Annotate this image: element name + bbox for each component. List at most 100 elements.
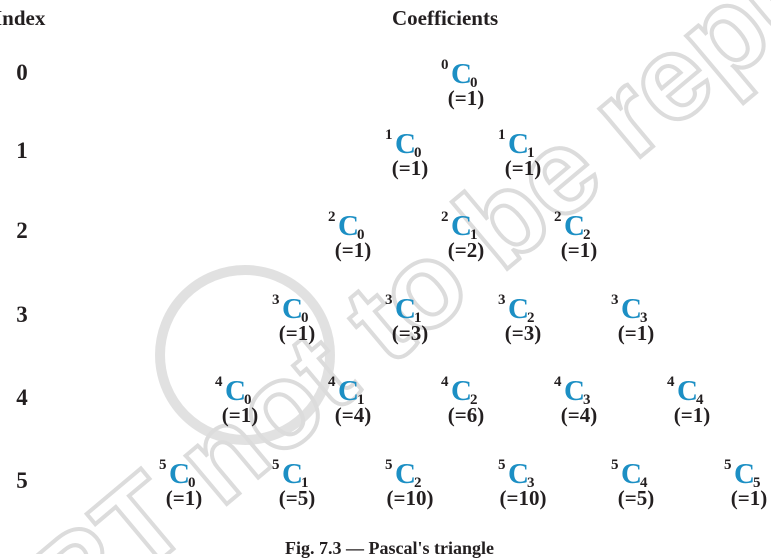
coefficient-k: 0 xyxy=(470,75,478,91)
combination-symbol: C xyxy=(564,210,585,242)
coefficient-n: 5 xyxy=(611,457,619,473)
coefficient-n: 5 xyxy=(724,457,732,473)
coefficient-n: 5 xyxy=(159,457,167,473)
figure-caption: Fig. 7.3 — Pascal's triangle xyxy=(285,538,494,558)
binomial-coefficient: 4 C 3 (=4) xyxy=(539,372,619,432)
coefficient-value: (=5) xyxy=(278,486,316,510)
coefficient-value: (=4) xyxy=(334,403,372,427)
binomial-coefficient: 5 C 4 (=5) xyxy=(596,455,676,515)
coefficient-n: 4 xyxy=(441,374,449,390)
coefficient-value: (=1) xyxy=(447,86,485,110)
combination-symbol: C xyxy=(508,128,529,160)
coefficient-value: (=1) xyxy=(673,403,711,427)
coefficient-k: 3 xyxy=(583,392,591,408)
coefficient-value: (=1) xyxy=(730,486,768,510)
combination-symbol: C xyxy=(395,293,416,325)
coefficient-value: (=1) xyxy=(334,238,372,262)
binomial-coefficient: 2 C 2 (=1) xyxy=(539,207,619,267)
coefficient-k: 3 xyxy=(527,475,535,491)
coefficient-n: 4 xyxy=(328,374,336,390)
coefficient-value: (=10) xyxy=(386,486,434,510)
coefficient-value: (=6) xyxy=(447,403,485,427)
binomial-coefficient: 5 C 0 (=1) xyxy=(144,455,224,515)
coefficient-n: 2 xyxy=(328,209,336,225)
coefficient-n: 1 xyxy=(385,127,393,143)
combination-symbol: C xyxy=(451,375,472,407)
binomial-coefficient: 4 C 4 (=1) xyxy=(652,372,732,432)
coefficient-n: 1 xyxy=(498,127,506,143)
coefficient-n: 3 xyxy=(385,292,393,308)
binomial-coefficient: 5 C 1 (=5) xyxy=(257,455,337,515)
coefficient-value: (=4) xyxy=(560,403,598,427)
combination-symbol: C xyxy=(564,375,585,407)
coefficient-k: 1 xyxy=(414,310,422,326)
coefficient-n: 5 xyxy=(498,457,506,473)
combination-symbol: C xyxy=(338,375,359,407)
binomial-coefficient: 3 C 1 (=3) xyxy=(370,290,450,350)
row-index: 1 xyxy=(16,138,28,163)
binomial-coefficient: 2 C 1 (=2) xyxy=(426,207,506,267)
coefficient-n: 3 xyxy=(272,292,280,308)
coefficient-k: 0 xyxy=(357,227,365,243)
combination-symbol: C xyxy=(395,458,416,490)
coefficient-k: 1 xyxy=(470,227,478,243)
combination-symbol: C xyxy=(451,210,472,242)
binomial-coefficient: 3 C 3 (=1) xyxy=(596,290,676,350)
binomial-coefficient: 3 C 2 (=3) xyxy=(483,290,563,350)
combination-symbol: C xyxy=(169,458,190,490)
coefficient-value: (=1) xyxy=(165,486,203,510)
coefficient-k: 2 xyxy=(583,227,591,243)
coefficient-value: (=10) xyxy=(499,486,547,510)
coefficient-n: 5 xyxy=(385,457,393,473)
combination-symbol: C xyxy=(677,375,698,407)
coefficient-k: 4 xyxy=(696,392,704,408)
binomial-coefficient: 4 C 1 (=4) xyxy=(313,372,393,432)
coefficient-value: (=1) xyxy=(221,403,259,427)
row-index: 5 xyxy=(16,468,28,493)
coefficient-k: 1 xyxy=(301,475,309,491)
coefficient-n: 2 xyxy=(554,209,562,225)
coefficient-n: 3 xyxy=(611,292,619,308)
binomial-coefficient: 4 C 2 (=6) xyxy=(426,372,506,432)
coefficient-value: (=1) xyxy=(391,156,429,180)
index-column-header: Index xyxy=(0,6,46,30)
coefficient-k: 2 xyxy=(527,310,535,326)
binomial-coefficient: 5 C 3 (=10) xyxy=(483,455,563,515)
row-index: 4 xyxy=(16,385,28,410)
coefficient-k: 3 xyxy=(640,310,648,326)
binomial-coefficient: 5 C 5 (=1) xyxy=(709,455,771,515)
coefficient-k: 0 xyxy=(188,475,196,491)
coefficient-value: (=3) xyxy=(391,321,429,345)
coefficient-k: 4 xyxy=(640,475,648,491)
binomial-coefficient: 5 C 2 (=10) xyxy=(370,455,450,515)
coefficient-k: 1 xyxy=(357,392,365,408)
row-index: 3 xyxy=(16,302,28,327)
combination-symbol: C xyxy=(621,293,642,325)
combination-symbol: C xyxy=(338,210,359,242)
binomial-coefficient: 3 C 0 (=1) xyxy=(257,290,337,350)
coefficient-k: 2 xyxy=(470,392,478,408)
coefficient-n: 4 xyxy=(554,374,562,390)
coefficient-value: (=5) xyxy=(617,486,655,510)
coefficient-k: 5 xyxy=(753,475,761,491)
coefficient-value: (=1) xyxy=(560,238,598,262)
combination-symbol: C xyxy=(508,458,529,490)
binomial-coefficient: 1 C 1 (=1) xyxy=(483,125,563,185)
row-index: 2 xyxy=(16,218,28,243)
